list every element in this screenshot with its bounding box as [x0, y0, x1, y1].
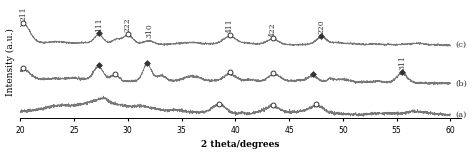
Text: (b): (b) — [456, 79, 467, 87]
Text: 211: 211 — [19, 6, 27, 21]
Text: 111: 111 — [95, 17, 103, 32]
X-axis label: 2 theta/degrees: 2 theta/degrees — [201, 140, 280, 149]
Text: 422: 422 — [269, 22, 277, 37]
Text: 220: 220 — [317, 19, 325, 34]
Text: (c): (c) — [456, 41, 467, 49]
Text: 311: 311 — [398, 55, 406, 70]
Text: (a): (a) — [456, 111, 467, 119]
Text: 411: 411 — [226, 19, 234, 33]
Text: 310: 310 — [145, 23, 153, 38]
Text: 222: 222 — [124, 17, 132, 32]
Y-axis label: Intensity (a.u.): Intensity (a.u.) — [6, 28, 15, 96]
